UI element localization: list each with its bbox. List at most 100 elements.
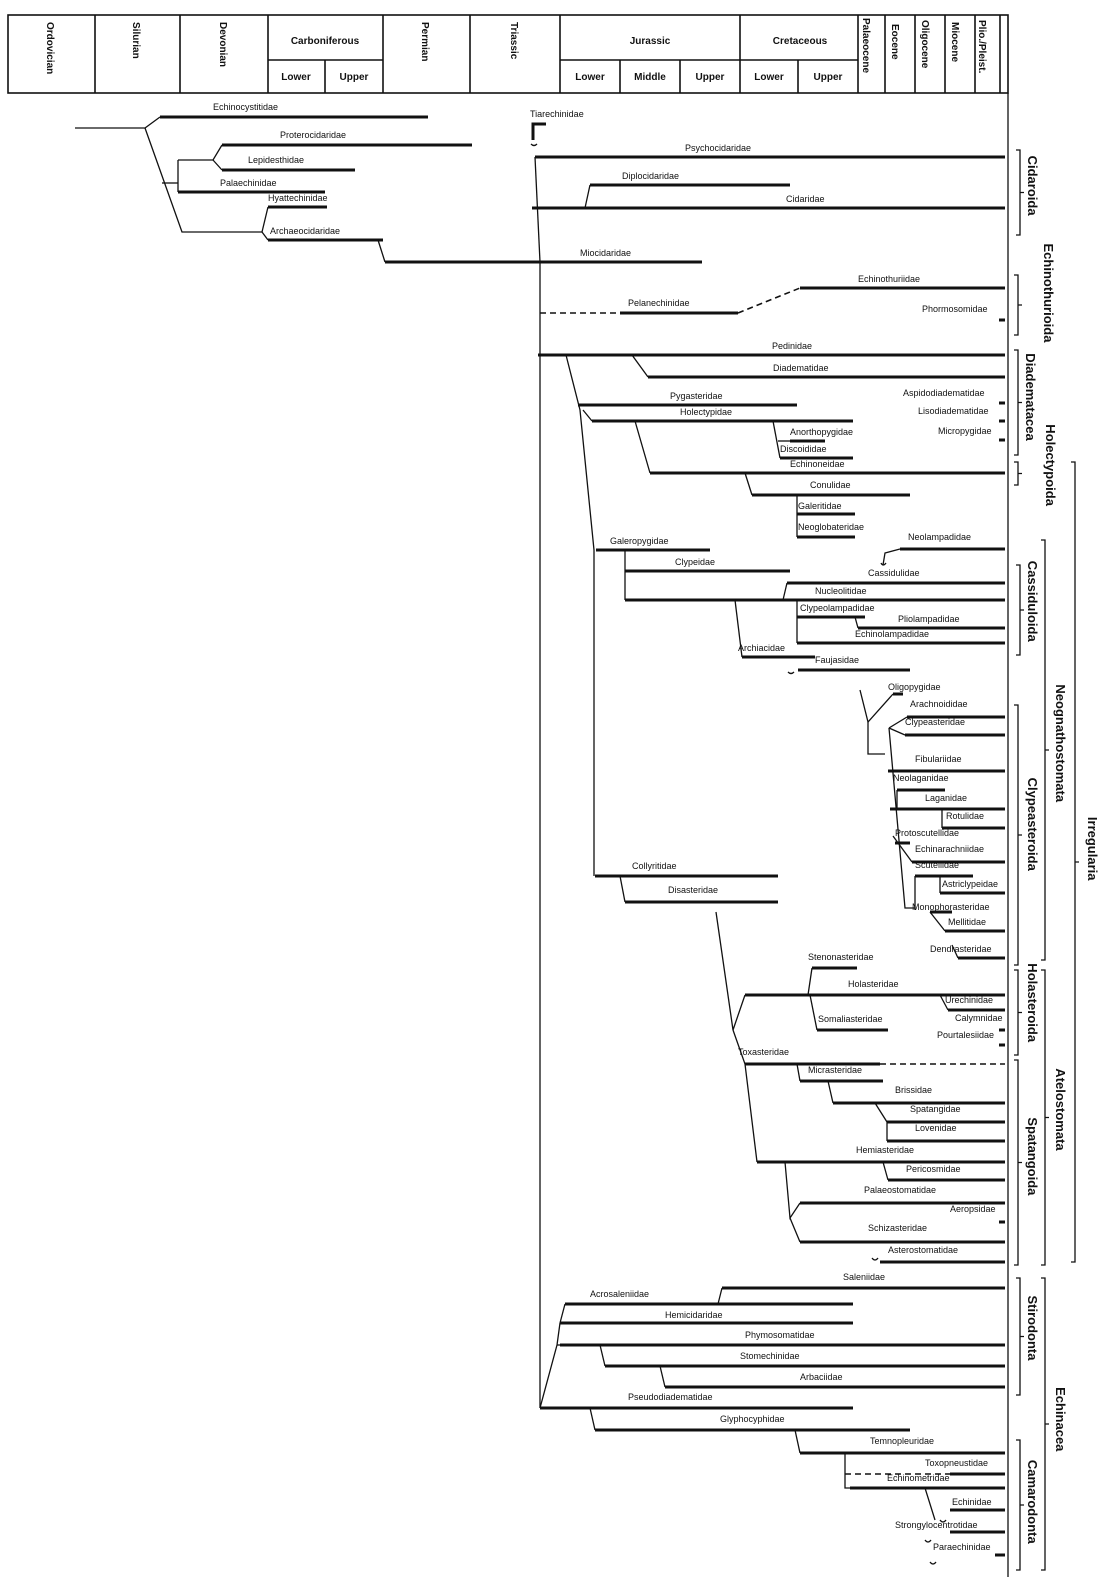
- taxon-label-neolaganidae: Neolaganidae: [893, 773, 949, 783]
- branch-line: [584, 184, 591, 209]
- group-label-camarodonta: Camarodonta: [1025, 1460, 1040, 1545]
- period-label-cretaceous: Cretaceous: [773, 36, 828, 47]
- taxon-label-echinothuriidae: Echinothuriidae: [858, 274, 920, 284]
- branch-line: [631, 354, 649, 378]
- taxon-label-holasteridae: Holasteridae: [848, 979, 899, 989]
- taxon-label-neolampadidae: Neolampadidae: [908, 532, 971, 542]
- group-cidaroida: Cidaroida: [1016, 149, 1040, 236]
- taxon-clypeasteridae: Clypeasteridae: [905, 717, 1005, 737]
- taxon-spatangidae: Spatangidae: [887, 1104, 1005, 1124]
- period-label-carboniferous: Carboniferous: [291, 36, 360, 47]
- taxon-label-hemiasteridae: Hemiasteridae: [856, 1145, 914, 1155]
- branch-line: [377, 239, 386, 263]
- period-label-oligocene: Oligocene: [919, 20, 930, 69]
- taxon-fibulariidae: Fibulariidae: [888, 754, 1005, 773]
- bracket-irregularia: [1071, 461, 1079, 1263]
- taxon-label-disasteridae: Disasteridae: [668, 885, 718, 895]
- period-label-jurassic: Jurassic: [630, 36, 671, 47]
- taxon-astriclypeidae: Astriclypeidae: [940, 879, 1005, 895]
- taxon-label-laganidae: Laganidae: [925, 793, 967, 803]
- taxon-label-stenonasteridae: Stenonasteridae: [808, 952, 874, 962]
- taxon-hemicidaridae: Hemicidaridae: [560, 1310, 853, 1325]
- branch-line: [871, 1257, 879, 1261]
- taxon-label-pelanechinidae: Pelanechinidae: [628, 298, 690, 308]
- taxon-schizasteridae: Schizasteridae: [800, 1223, 1005, 1244]
- taxon-label-echinarachniidae: Echinarachniidae: [915, 844, 984, 854]
- taxon-label-phormosomidae: Phormosomidae: [922, 304, 988, 314]
- period-label-eocene: Eocene: [889, 24, 900, 60]
- taxon-label-pourtalesiidae: Pourtalesiidae: [937, 1030, 994, 1040]
- taxon-label-saleniidae: Saleniidae: [843, 1272, 885, 1282]
- branch-line: [782, 582, 788, 601]
- taxon-cidaridae: Cidaridae: [532, 194, 1005, 210]
- taxon-label-faujasidae: Faujasidae: [815, 655, 859, 665]
- group-neognathostomata: Neognathostomata: [1041, 539, 1068, 961]
- taxon-label-pygasteridae: Pygasteridae: [670, 391, 723, 401]
- taxon-faujasidae: Faujasidae: [798, 655, 910, 672]
- taxon-diadematidae: Diadematidae: [648, 363, 1005, 379]
- taxon-temnopleuridae: Temnopleuridae: [800, 1436, 1005, 1455]
- taxon-label-hyattechinidae: Hyattechinidae: [268, 193, 328, 203]
- taxon-clypeidae: Clypeidae: [625, 557, 790, 573]
- taxon-micrasteridae: Micrasteridae: [800, 1065, 883, 1083]
- group-label-spatangoida: Spatangoida: [1025, 1117, 1040, 1196]
- period-label-ordovician: Ordovician: [44, 22, 55, 74]
- taxon-calymnidae: Calymnidae: [955, 1013, 1005, 1032]
- taxon-echinocystitidae: Echinocystitidae: [160, 102, 428, 119]
- group-diadematacea: Diadematacea: [1014, 349, 1038, 456]
- taxon-label-nucleolitidae: Nucleolitidae: [815, 586, 867, 596]
- taxon-label-lisodiadematidae: Lisodiadematidae: [918, 406, 989, 416]
- branch-line: [880, 562, 887, 566]
- branch-line: [582, 409, 593, 422]
- bracket-atelostomata: [1041, 969, 1049, 1266]
- branch-line: [787, 671, 795, 675]
- taxon-label-micropygidae: Micropygidae: [938, 426, 992, 436]
- taxon-arachnoididae: Arachnoididae: [907, 699, 1005, 719]
- bracket-clypeasteroida: [1014, 704, 1022, 966]
- taxon-label-toxasteridae: Toxasteridae: [738, 1047, 789, 1057]
- taxon-laganidae: Laganidae: [890, 793, 1005, 811]
- group-label-echinacea: Echinacea: [1053, 1387, 1068, 1452]
- header-frame: [7, 14, 1009, 94]
- taxon-phormosomidae: Phormosomidae: [922, 304, 1005, 322]
- branch-line: [744, 472, 753, 496]
- taxon-somaliasteridae: Somaliasteridae: [817, 1014, 888, 1032]
- taxon-phymosomatidae: Phymosomatidae: [560, 1330, 1005, 1347]
- taxon-label-schizasteridae: Schizasteridae: [868, 1223, 927, 1233]
- taxon-label-stomechinidae: Stomechinidae: [740, 1351, 800, 1361]
- taxon-label-acrosaleniidae: Acrosaleniidae: [590, 1289, 649, 1299]
- group-label-echinothurioida: Echinothurioida: [1041, 244, 1056, 344]
- taxon-label-arachnoididae: Arachnoididae: [910, 699, 968, 709]
- group-label-neognathostomata: Neognathostomata: [1053, 684, 1068, 803]
- taxon-toxopneustidae: Toxopneustidae: [925, 1458, 1005, 1476]
- bracket-holectypoida: [1014, 461, 1022, 486]
- branch-line: [734, 599, 743, 658]
- taxon-asterostomatidae: Asterostomatidae: [880, 1245, 1005, 1264]
- taxon-label-pericosmidae: Pericosmidae: [906, 1164, 961, 1174]
- period-label-silurian: Silurian: [130, 22, 141, 59]
- taxon-cassidulidae: Cassidulidae: [787, 568, 1005, 585]
- group-camarodonta: Camarodonta: [1016, 1439, 1040, 1571]
- taxon-label-strongylocentrotidae: Strongylocentrotidae: [895, 1520, 978, 1530]
- branch-line: [144, 127, 262, 233]
- taxon-lepidesthidae: Lepidesthidae: [222, 155, 355, 172]
- taxon-palaeostomatidae: Palaeostomatidae: [800, 1185, 1005, 1205]
- taxon-dendrasteridae: Dendrasteridae: [930, 944, 1005, 960]
- taxon-echinothuriidae: Echinothuriidae: [800, 274, 1005, 290]
- branch-line: [796, 1063, 801, 1082]
- period-label-miocene: Miocene: [949, 22, 960, 62]
- group-label-atelostomata: Atelostomata: [1053, 1068, 1068, 1151]
- branch-line: [924, 1487, 936, 1521]
- taxon-anorthopygidae: Anorthopygidae: [790, 427, 853, 443]
- group-label-holasteroida: Holasteroida: [1025, 963, 1040, 1043]
- bracket-cassiduloida: [1016, 564, 1024, 656]
- group-label-holectypoida: Holectypoida: [1043, 424, 1058, 506]
- branch-line: [619, 875, 626, 903]
- taxon-label-monophorasteridae: Monophorasteridae: [912, 902, 990, 912]
- branch-line: [867, 722, 885, 755]
- taxon-label-arbaciidae: Arbaciidae: [800, 1372, 843, 1382]
- branch-line: [539, 1322, 561, 1409]
- taxon-holasteridae: Holasteridae: [745, 979, 1005, 997]
- taxon-label-calymnidae: Calymnidae: [955, 1013, 1003, 1023]
- taxon-label-temnopleuridae: Temnopleuridae: [870, 1436, 934, 1446]
